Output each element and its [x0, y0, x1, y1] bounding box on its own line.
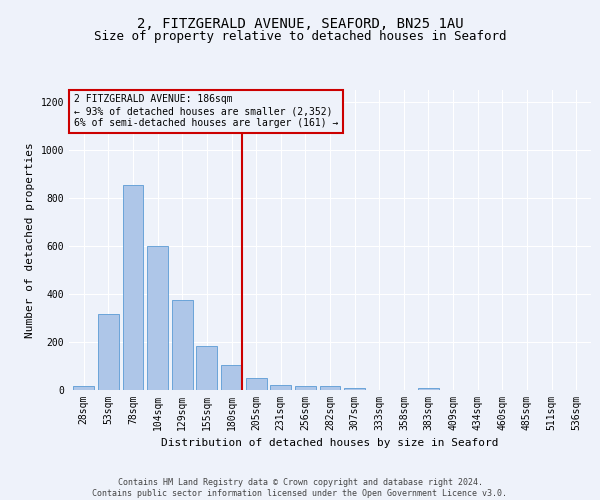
- Bar: [344, 388, 365, 390]
- Text: Size of property relative to detached houses in Seaford: Size of property relative to detached ho…: [94, 30, 506, 43]
- X-axis label: Distribution of detached houses by size in Seaford: Distribution of detached houses by size …: [161, 438, 499, 448]
- Bar: [245, 378, 266, 390]
- Bar: [418, 388, 439, 390]
- Bar: [295, 386, 316, 390]
- Bar: [221, 365, 242, 390]
- Text: 2 FITZGERALD AVENUE: 186sqm
← 93% of detached houses are smaller (2,352)
6% of s: 2 FITZGERALD AVENUE: 186sqm ← 93% of det…: [74, 94, 338, 128]
- Text: 2, FITZGERALD AVENUE, SEAFORD, BN25 1AU: 2, FITZGERALD AVENUE, SEAFORD, BN25 1AU: [137, 18, 463, 32]
- Bar: [320, 386, 340, 390]
- Bar: [270, 384, 291, 390]
- Bar: [147, 246, 168, 390]
- Bar: [172, 300, 193, 390]
- Y-axis label: Number of detached properties: Number of detached properties: [25, 142, 35, 338]
- Bar: [98, 314, 119, 390]
- Bar: [196, 346, 217, 390]
- Bar: [122, 185, 143, 390]
- Bar: [73, 386, 94, 390]
- Text: Contains HM Land Registry data © Crown copyright and database right 2024.
Contai: Contains HM Land Registry data © Crown c…: [92, 478, 508, 498]
